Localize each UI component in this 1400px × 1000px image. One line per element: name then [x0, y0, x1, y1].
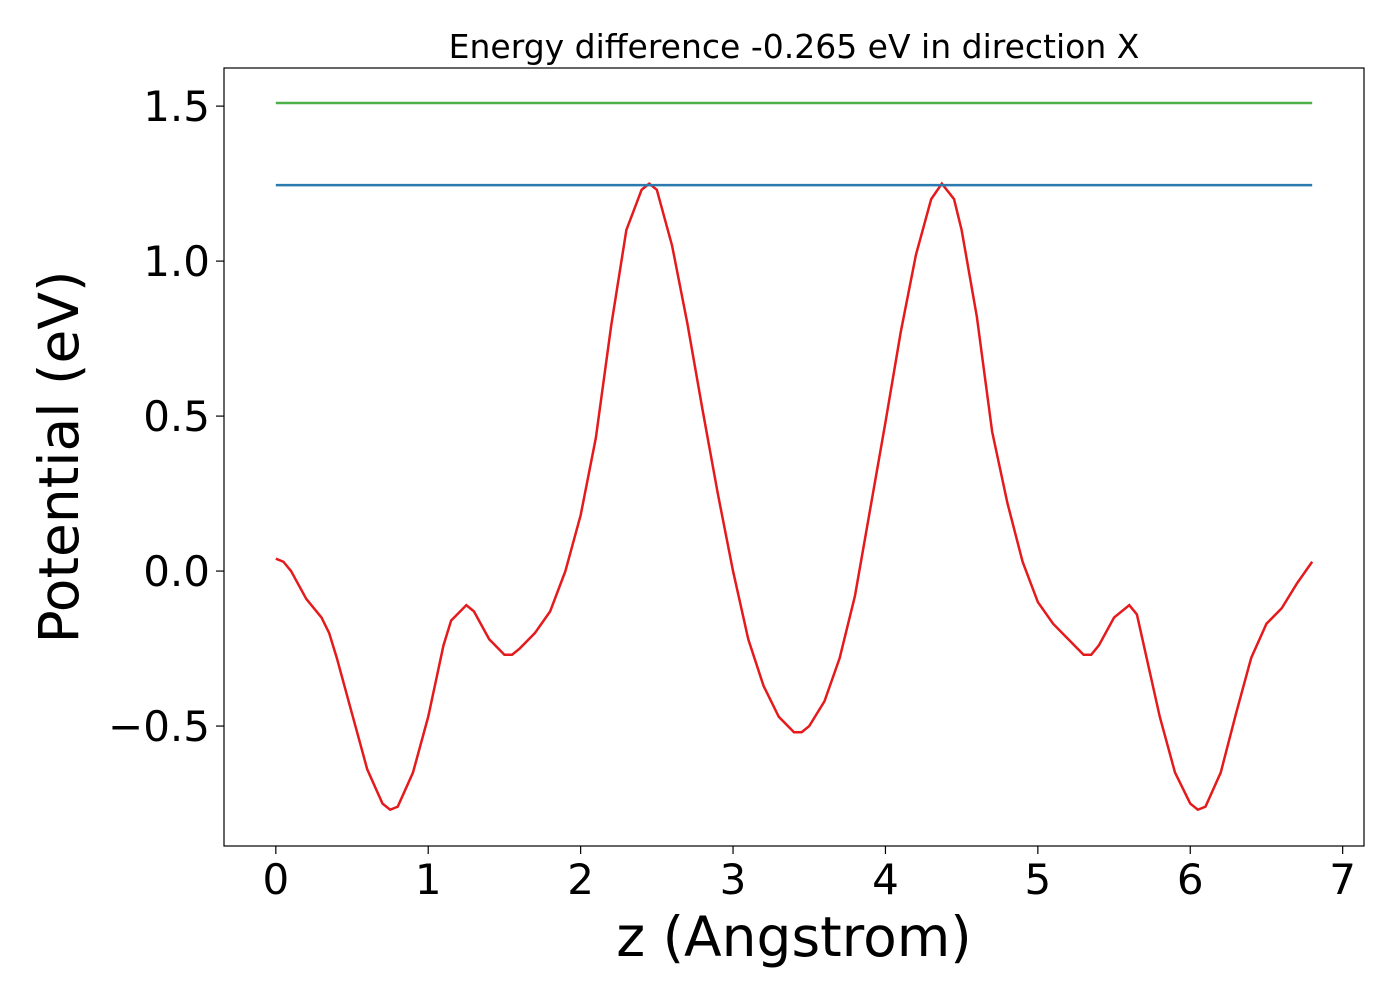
y-tick-label: 1.5 — [143, 82, 210, 131]
x-tick-label: 4 — [872, 855, 899, 904]
y-tick-label: 0.5 — [143, 392, 210, 441]
x-tick-label: 7 — [1329, 855, 1356, 904]
chart-title: Energy difference -0.265 eV in direction… — [449, 27, 1140, 66]
x-tick-label: 2 — [567, 855, 594, 904]
y-tick-label: −0.5 — [108, 702, 210, 751]
plot-frame — [223, 67, 1365, 847]
x-axis-label: z (Angstrom) — [616, 905, 972, 969]
y-axis-label: Potential (eV) — [27, 271, 91, 644]
x-tick-label: 5 — [1024, 855, 1051, 904]
x-tick-label: 3 — [720, 855, 747, 904]
line-series — [275, 181, 1314, 812]
x-tick-label: 1 — [415, 855, 442, 904]
x-tick-label: 0 — [262, 855, 289, 904]
x-tick-label: 6 — [1177, 855, 1204, 904]
y-tick-label: 0.0 — [143, 547, 210, 596]
y-tick-label: 1.0 — [143, 237, 210, 286]
